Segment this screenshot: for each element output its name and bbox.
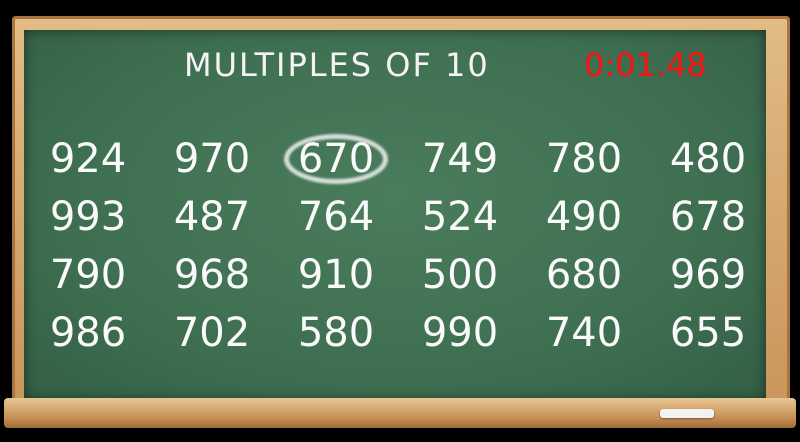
number-cell[interactable]: 500 — [421, 252, 499, 298]
number-cell[interactable]: 487 — [173, 194, 251, 240]
number-cell[interactable]: 970 — [173, 136, 251, 182]
number-cell[interactable]: 480 — [669, 136, 747, 182]
number-cell[interactable]: 968 — [173, 252, 251, 298]
number-grid: 924 970 670 749 780 480 993 487 764 524 490 678 790 9… — [26, 130, 766, 362]
number-cell[interactable]: 490 — [545, 194, 623, 240]
number-cell[interactable]: 580 — [297, 310, 375, 356]
number-cell[interactable]: 790 — [49, 252, 127, 298]
chalkboard — [24, 30, 766, 400]
number-cell[interactable]: 993 — [49, 194, 127, 240]
number-cell[interactable]: 680 — [545, 252, 623, 298]
game-title: MULTIPLES OF 10 — [184, 46, 490, 84]
chalk-eraser-icon — [660, 409, 714, 418]
number-cell[interactable]: 670 — [274, 130, 398, 188]
number-cell[interactable]: 702 — [173, 310, 251, 356]
number-cell[interactable]: 655 — [669, 310, 747, 356]
number-cell[interactable]: 749 — [421, 136, 499, 182]
number-cell[interactable]: 524 — [421, 194, 499, 240]
number-cell[interactable]: 990 — [421, 310, 499, 356]
number-cell[interactable]: 910 — [297, 252, 375, 298]
timer: 0:01.48 — [584, 46, 707, 84]
number-cell[interactable]: 969 — [669, 252, 747, 298]
number-cell[interactable]: 740 — [545, 310, 623, 356]
number-cell[interactable]: 780 — [545, 136, 623, 182]
number-cell[interactable]: 678 — [669, 194, 747, 240]
number-cell[interactable]: 924 — [49, 136, 127, 182]
number-cell[interactable]: 986 — [49, 310, 127, 356]
number-cell[interactable]: 764 — [297, 194, 375, 240]
